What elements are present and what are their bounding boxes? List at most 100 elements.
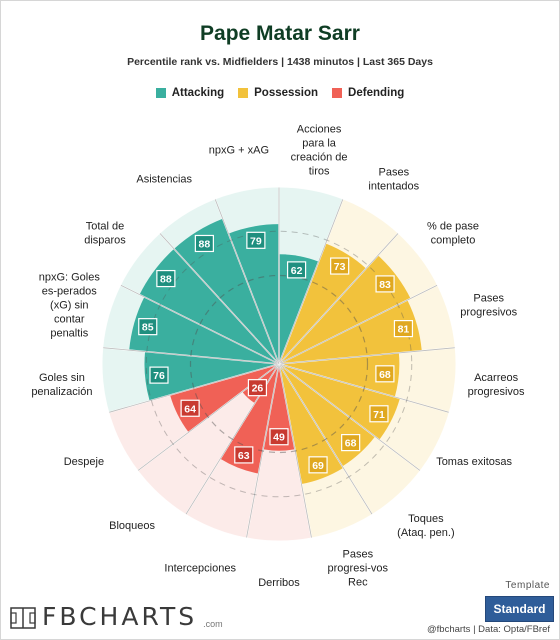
- bar-npxg-xag: [228, 224, 279, 364]
- label-goles-sin-penalizacion: Goles sin penalización: [31, 372, 92, 398]
- badge-value: 73: [334, 261, 346, 273]
- divider-line: [102, 346, 280, 365]
- divider-line-inner: [278, 363, 450, 413]
- brand-logo: FBCHARTS .com: [10, 602, 223, 631]
- badge-value: 68: [345, 438, 357, 450]
- divider-line: [278, 363, 313, 539]
- category-labels: Acciones para la creación de tiros Pases inte…: [31, 124, 525, 589]
- badge-box: [308, 456, 328, 474]
- template-standard-button[interactable]: Standard: [485, 596, 554, 622]
- divider-line: [120, 284, 280, 365]
- divider-line-inner: [120, 284, 280, 365]
- label-derribos: Derribos: [258, 577, 300, 589]
- bar-asistencias: [174, 218, 279, 364]
- divider-line-inner: [108, 363, 280, 413]
- legend-swatch-possession: [238, 88, 249, 98]
- brand-suffix: .com: [203, 619, 223, 629]
- chart-title: Pape Matar Sarr: [200, 22, 360, 45]
- badge-pases-progresivos: 81: [393, 319, 414, 338]
- badge-value: 69: [312, 460, 324, 472]
- badge-box: [138, 318, 158, 336]
- legend-item-possession: Possession: [238, 87, 318, 99]
- legend-label-attacking: Attacking: [171, 87, 225, 99]
- badge-npxg-xag: 79: [246, 231, 266, 249]
- divider-line-inner: [278, 198, 344, 365]
- data-credits: @fbcharts | Data: Opta/FBref: [427, 624, 550, 635]
- badge-box: [369, 405, 389, 423]
- badge-value: 83: [379, 279, 391, 291]
- divider-lines: [102, 187, 456, 539]
- divider-line-inner: [246, 363, 280, 539]
- badge-total-de-disparos: 88: [156, 269, 176, 288]
- badge-value: 63: [238, 450, 250, 462]
- badge-value: 68: [379, 369, 391, 381]
- badge-bloqueos: 26: [247, 379, 268, 397]
- bar-goles-sin-penalizacion: [144, 351, 279, 401]
- label-acciones-para-la-creacion-de-tiros: Acciones para la creación de tiros: [291, 124, 348, 178]
- label-despeje: Despeje: [64, 456, 104, 468]
- legend-swatch-attacking: [155, 88, 166, 98]
- label-pases-progresivos: Pases progresivos: [460, 292, 517, 318]
- badge-value: 81: [398, 324, 410, 336]
- label-pases-progresi-vos-rec: Pases progresi-vos Rec: [328, 548, 389, 588]
- badge-box: [341, 434, 361, 452]
- divider-line-inner: [278, 284, 438, 365]
- badge-pases-progresi-vos-rec: 69: [308, 456, 328, 474]
- badge-box: [156, 269, 176, 288]
- badge-box: [393, 319, 414, 338]
- label-tomas-exitosas: Tomas exitosas: [436, 456, 512, 468]
- badge-tomas-exitosas: 71: [369, 405, 389, 423]
- legend-item-attacking: Attacking: [155, 87, 225, 99]
- divider-line: [245, 363, 280, 539]
- legend-item-defending: Defending: [332, 87, 404, 99]
- label-acarreos-progresivos: Acarreos progresivos: [468, 372, 525, 398]
- divider-line-inner: [278, 363, 373, 515]
- badge-value: 76: [153, 370, 165, 382]
- divider-line-inner: [214, 198, 280, 365]
- bar-acarreos-progresivos: [279, 352, 400, 397]
- badge-value: 26: [252, 383, 264, 395]
- badge-value: 85: [142, 322, 154, 334]
- badge-despeje: 64: [180, 399, 200, 417]
- label-total-de-disparos: Total de disparos: [84, 221, 126, 247]
- badge-value: 88: [199, 238, 211, 250]
- divider-line: [278, 232, 399, 365]
- divider-line: [278, 363, 450, 414]
- divider-line: [108, 363, 280, 414]
- divider-line: [278, 198, 344, 365]
- divider-line-inner: [278, 232, 399, 365]
- badge-box: [330, 257, 350, 275]
- divider-line-inner: [159, 232, 280, 365]
- badge-box: [375, 275, 395, 293]
- badge-derribos: 49: [269, 428, 289, 446]
- legend-label-defending: Defending: [348, 87, 405, 99]
- brand-name: FBCHARTS: [42, 602, 198, 631]
- legend-swatch-defending: [332, 88, 343, 98]
- badge-box: [247, 379, 268, 397]
- badge-value: 88: [160, 274, 172, 286]
- guide-ring-75: [145, 230, 413, 498]
- divider-line: [278, 284, 438, 365]
- label-asistencias: Asistencias: [136, 174, 192, 186]
- badge-intercepciones: 63: [234, 446, 254, 464]
- pitch-icon: [10, 607, 36, 629]
- divider-line: [278, 346, 456, 365]
- badge-asistencias: 88: [194, 234, 214, 253]
- badge-box: [375, 365, 395, 383]
- divider-line-inner: [278, 347, 456, 365]
- badge-box: [286, 261, 307, 279]
- bar-pases-progresivos: [279, 300, 422, 364]
- badge-npxg-goles-es-perados-xg-sin-contar-penaltis: 85: [138, 318, 158, 336]
- badge-pases-intentados: 73: [330, 257, 350, 275]
- label-pases-intentados: Pases intentados: [368, 167, 419, 193]
- bg-sector-bloqueos: [137, 364, 279, 515]
- value-badges: 62 73 83 81 68 71 68 69 49 63 26 64 76 85 88 88 79: [138, 231, 414, 474]
- badge-box: [180, 399, 200, 417]
- divider-line: [214, 198, 280, 365]
- label-intercepciones: Intercepciones: [164, 562, 236, 574]
- divider-line: [278, 363, 373, 515]
- legend-label-possession: Possession: [254, 87, 319, 99]
- label-npxg-goles-es-perados-xg-sin-contar-penaltis: npxG: Goles es-perados (xG) sin contar penal…: [39, 271, 101, 339]
- bar-pases-progresi-vos-rec: [279, 364, 344, 485]
